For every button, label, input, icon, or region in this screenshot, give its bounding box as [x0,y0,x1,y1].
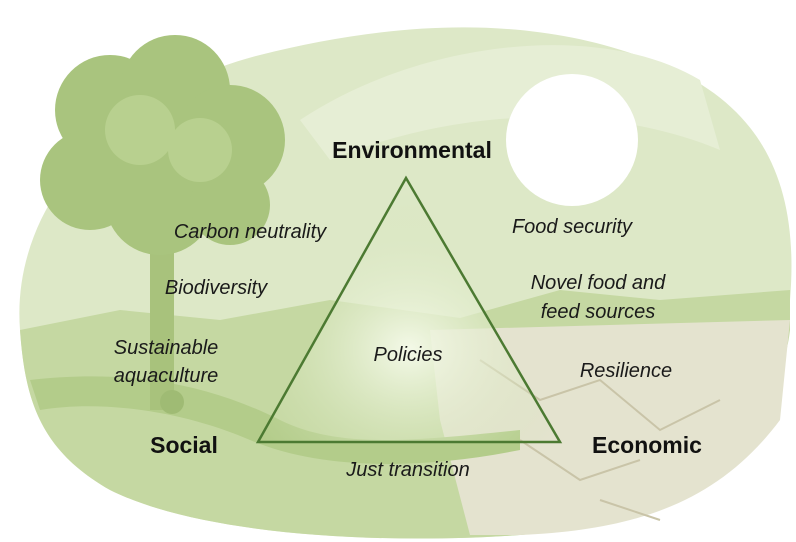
topic: Carbon neutrality [174,221,327,243]
topic: Just transition [345,459,469,481]
diagram: Environmental Social Economic Policies C… [0,0,796,542]
topic: Sustainable [114,337,219,359]
topic: Food security [512,216,633,238]
topic: aquaculture [114,365,219,387]
vertex-label: Environmental [332,137,492,163]
topic: Biodiversity [165,277,268,299]
topic: Novel food and [531,272,666,294]
topic: Resilience [580,360,672,382]
vertex-label: Social [150,432,218,458]
vertex-label: Economic [592,432,702,458]
topic: feed sources [541,301,656,323]
center-label: Policies [374,344,443,366]
